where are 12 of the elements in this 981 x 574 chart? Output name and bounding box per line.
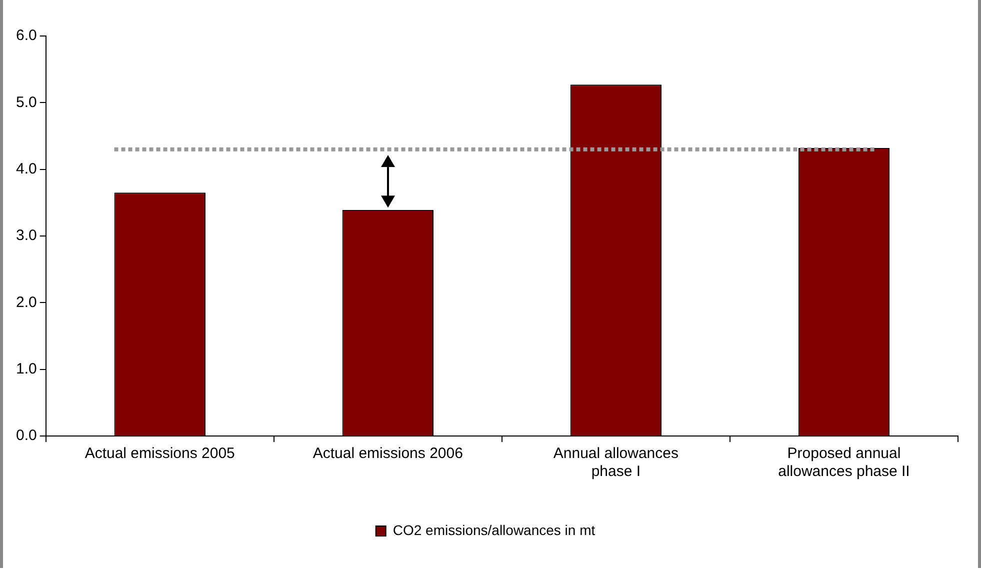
y-tick-label: 4.0 xyxy=(16,160,37,178)
x-tick-label: Proposed annual allowances phase II xyxy=(778,445,910,480)
x-tick-label: Annual allowances phase I xyxy=(553,445,678,480)
y-tick-label: 2.0 xyxy=(16,294,37,311)
y-tick-label: 0.0 xyxy=(16,427,37,444)
x-tick-label: Actual emissions 2005 xyxy=(84,445,235,462)
y-tick-label: 5.0 xyxy=(16,94,37,111)
y-tick-label: 1.0 xyxy=(16,360,37,378)
y-tick-label: 3.0 xyxy=(16,227,37,244)
legend-label: CO2 emissions/allowances in mt xyxy=(392,522,596,538)
y-tick-label: 6.0 xyxy=(16,27,37,44)
x-tick-label: Actual emissions 2006 xyxy=(312,445,463,462)
